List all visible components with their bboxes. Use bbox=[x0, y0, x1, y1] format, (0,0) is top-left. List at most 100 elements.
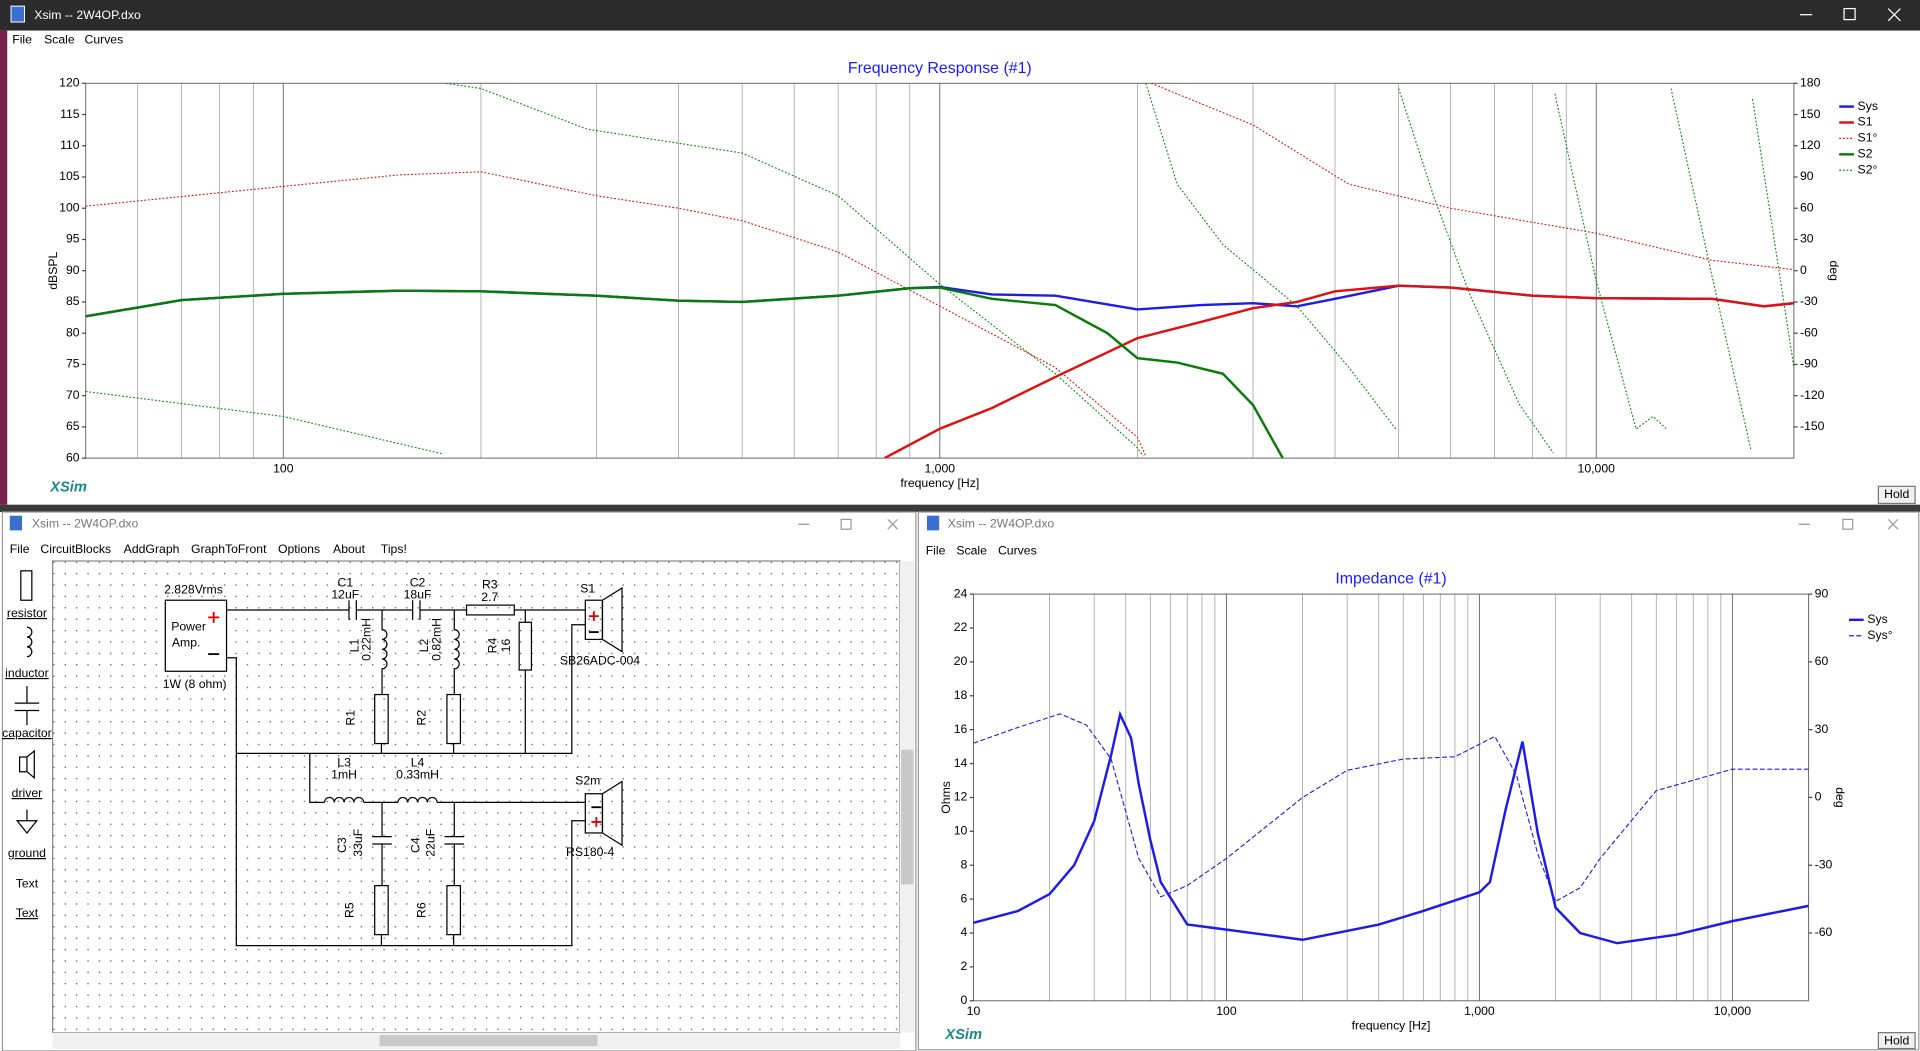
window-frame bbox=[917, 511, 1920, 1051]
menu-item[interactable]: Curves bbox=[84, 33, 123, 47]
inductor[interactable] bbox=[323, 796, 365, 803]
close-button[interactable] bbox=[1887, 8, 1901, 22]
inductor-icon[interactable] bbox=[26, 626, 33, 658]
hold-label[interactable]: Hold bbox=[1884, 1033, 1909, 1047]
brand: XSim bbox=[49, 479, 87, 495]
part-name: R2 bbox=[415, 710, 429, 726]
series-line bbox=[884, 284, 1794, 459]
scroll-thumb[interactable] bbox=[901, 749, 914, 885]
y-tick-label: 65 bbox=[66, 419, 80, 433]
part-name: R6 bbox=[415, 902, 429, 918]
legend-label: Sys bbox=[1867, 612, 1887, 626]
y-tick-label: 20 bbox=[954, 654, 968, 668]
x-tick-label: 100 bbox=[273, 461, 294, 475]
hold-button[interactable] bbox=[1877, 485, 1916, 505]
part-value: 18uF bbox=[404, 588, 432, 602]
amp-label: Amp. bbox=[172, 635, 201, 649]
part-name: R5 bbox=[342, 902, 356, 918]
y2-tick-label: -120 bbox=[1800, 388, 1825, 402]
capacitor-icon[interactable] bbox=[14, 685, 40, 726]
y2-tick-label: 150 bbox=[1800, 107, 1821, 121]
menu-item[interactable]: File bbox=[12, 33, 32, 47]
y-tick-label: 100 bbox=[59, 200, 80, 214]
inductor[interactable] bbox=[453, 610, 460, 695]
amplifier[interactable] bbox=[164, 599, 228, 672]
tool-label[interactable]: Text bbox=[16, 906, 39, 920]
legend-label: Sys bbox=[1858, 99, 1878, 113]
schematic-part bbox=[591, 817, 602, 827]
series-line bbox=[85, 83, 1794, 457]
inductor[interactable] bbox=[397, 796, 438, 803]
driver-name: S2m bbox=[575, 774, 600, 788]
tool-label[interactable]: Text bbox=[16, 877, 39, 891]
y-tick-label: 6 bbox=[961, 891, 968, 905]
part-value: 1mH bbox=[331, 768, 357, 782]
menu-item[interactable]: File bbox=[926, 543, 946, 557]
close-button[interactable] bbox=[887, 518, 898, 530]
y2-tick-label: -60 bbox=[1815, 925, 1833, 939]
window-body bbox=[7, 30, 1920, 505]
window-controls[interactable] bbox=[798, 518, 898, 530]
y-tick-label: 110 bbox=[60, 138, 80, 152]
ground-icon[interactable] bbox=[15, 809, 39, 834]
part-value: 0.22mH bbox=[360, 618, 374, 661]
y-tick-label: 80 bbox=[66, 325, 80, 339]
tool-label[interactable]: inductor bbox=[5, 666, 49, 680]
y-tick-label: 16 bbox=[954, 722, 968, 736]
maximize-button[interactable] bbox=[1843, 7, 1856, 21]
schematic-part bbox=[444, 802, 465, 886]
menu-item[interactable]: Curves bbox=[998, 543, 1037, 557]
schematic-part bbox=[601, 586, 623, 653]
menu-item[interactable]: Options bbox=[278, 542, 320, 556]
driver-icon[interactable] bbox=[18, 749, 35, 780]
y2-tick-label: -30 bbox=[1800, 294, 1818, 308]
hold-label[interactable]: Hold bbox=[1884, 487, 1909, 501]
brand: XSim bbox=[944, 1027, 982, 1043]
schematic-part bbox=[236, 624, 586, 754]
part-name: L4 bbox=[411, 755, 425, 769]
series-line bbox=[973, 710, 1809, 945]
hold-button[interactable] bbox=[1877, 1032, 1916, 1050]
schematic bbox=[164, 586, 623, 947]
menu-item[interactable]: AddGraph bbox=[124, 542, 180, 556]
legend-label: S2° bbox=[1858, 162, 1878, 176]
x-tick-label: 10,000 bbox=[1578, 461, 1616, 475]
x-tick-label: 1,000 bbox=[1464, 1004, 1495, 1018]
menu-item[interactable]: CircuitBlocks bbox=[40, 542, 111, 556]
app-icon bbox=[10, 5, 25, 23]
x-axis-label: frequency [Hz] bbox=[900, 476, 979, 490]
tool-label[interactable]: resistor bbox=[7, 606, 47, 620]
menu-item[interactable]: File bbox=[10, 542, 30, 556]
maximize-button[interactable] bbox=[840, 518, 852, 530]
menu-item[interactable]: About bbox=[333, 542, 366, 556]
y-tick-label: 75 bbox=[66, 357, 80, 371]
inductor[interactable] bbox=[381, 610, 388, 695]
part-name: C1 bbox=[337, 575, 353, 589]
y-tick-label: 120 bbox=[59, 76, 80, 90]
y2-tick-label: -150 bbox=[1800, 419, 1825, 433]
y2-tick-label: 0 bbox=[1800, 263, 1807, 277]
y2-tick-label: 60 bbox=[1815, 654, 1829, 668]
maximize-button[interactable] bbox=[1842, 518, 1854, 530]
menu-item[interactable]: GraphToFront bbox=[191, 542, 267, 556]
menu-item[interactable]: Scale bbox=[956, 543, 987, 557]
legend-label: S2 bbox=[1858, 147, 1873, 161]
y-tick-label: 4 bbox=[961, 925, 968, 939]
tool-label[interactable]: driver bbox=[12, 786, 43, 800]
schematic-part bbox=[601, 780, 623, 847]
y2-tick-label: 180 bbox=[1800, 76, 1821, 90]
resistor-icon[interactable] bbox=[20, 570, 33, 601]
menu-item[interactable]: Tips! bbox=[381, 542, 407, 556]
tool-label[interactable]: ground bbox=[8, 846, 46, 860]
window-controls[interactable] bbox=[1800, 7, 1901, 22]
part-value: 22uF bbox=[423, 829, 437, 857]
y-tick-label: 95 bbox=[66, 232, 80, 246]
y-tick-label: 90 bbox=[66, 263, 80, 277]
close-button[interactable] bbox=[1887, 518, 1899, 530]
tool-label[interactable]: capacitor bbox=[2, 726, 52, 740]
scroll-thumb[interactable] bbox=[379, 1035, 598, 1047]
schematic-part bbox=[588, 611, 599, 622]
window-controls[interactable] bbox=[1798, 518, 1899, 530]
menu-item[interactable]: Scale bbox=[44, 33, 75, 47]
series-line bbox=[973, 713, 1809, 903]
